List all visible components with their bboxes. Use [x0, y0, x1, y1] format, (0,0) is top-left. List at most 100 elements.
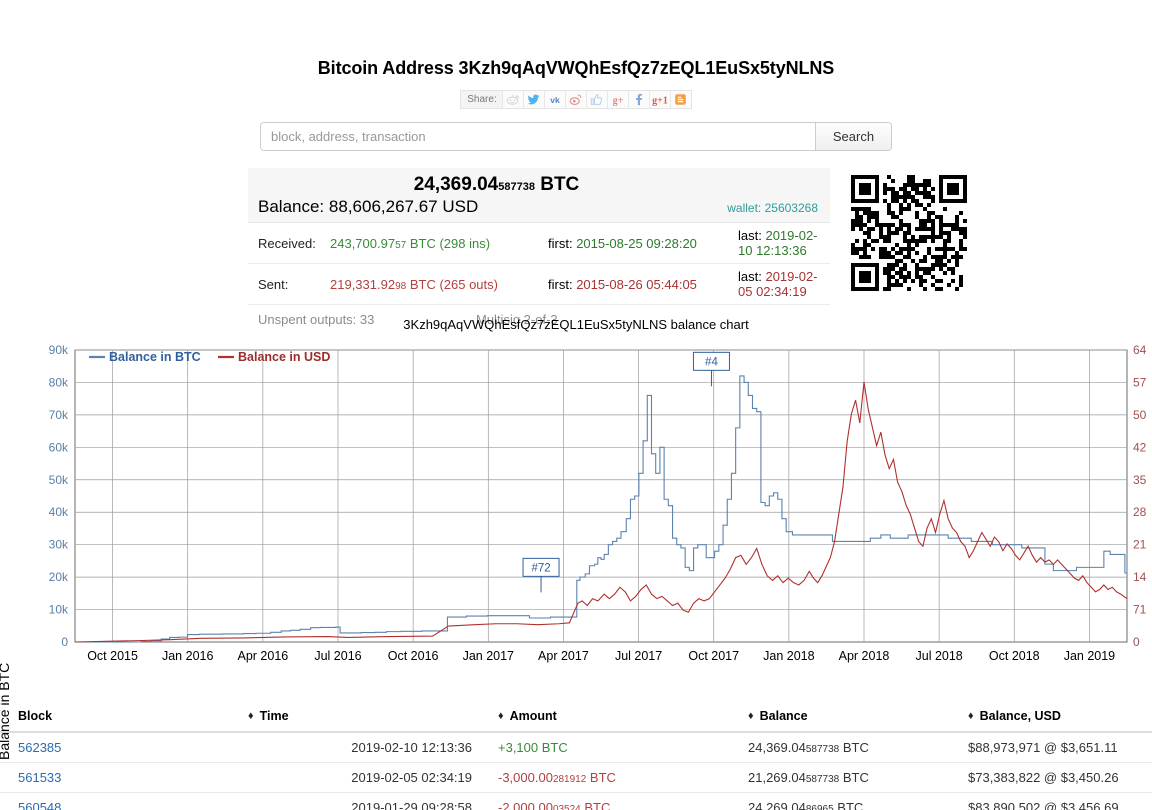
column-header-balance[interactable]: ♦ Balance — [730, 705, 950, 733]
block-link[interactable]: 561533 — [18, 770, 62, 785]
balance-chart: Balance in BTC 0 10k 20k 30k 40k 50k 60k 70k 80k… — [0, 340, 1152, 760]
svg-text:64: 64 — [1133, 343, 1147, 357]
svg-text:50: 50 — [1133, 408, 1147, 422]
balance-btc-main: 24,369.04 — [413, 174, 499, 195]
svg-text:Oct 2016: Oct 2016 — [388, 649, 439, 663]
svg-text:Jan 2018: Jan 2018 — [763, 649, 814, 663]
cell-balance: 24,269.0486965 BTC — [730, 792, 950, 810]
balance-label: Balance: — [258, 197, 325, 216]
share-row: Share: vk g+ g+1 — [0, 90, 1152, 109]
svg-text:28: 28 — [1133, 505, 1147, 519]
table-header-row: Block ♦ Time ♦ Amount ♦ Balance ♦ Balance, U… — [0, 705, 1152, 733]
sort-icon[interactable]: ♦ — [498, 709, 504, 722]
svg-text:#4: #4 — [705, 356, 718, 368]
facebook-share-icon[interactable] — [627, 91, 649, 108]
blogger-share-icon[interactable] — [669, 91, 691, 108]
table-row: 560548 2019-01-29 09:28:58 -2,000.0003524 … — [0, 792, 1152, 810]
svg-text:Balance in USD: Balance in USD — [238, 350, 330, 364]
balance-usd-value: 88,606,267.67 USD — [328, 197, 479, 216]
balance-btc: 24,369.04587738 BTC — [173, 174, 820, 196]
svg-text:g+1: g+1 — [652, 95, 668, 106]
multisig-info: Multisig 2-of-3 — [476, 312, 558, 327]
summary-footer: Unspent outputs: 33 Multisig 2-of-3 — [248, 305, 830, 327]
google-plusone-icon[interactable]: g+1 — [648, 91, 670, 108]
svg-text:Jul 2018: Jul 2018 — [916, 649, 963, 663]
cell-block: 560548 — [0, 792, 230, 810]
svg-text:10k: 10k — [49, 603, 69, 617]
search-input[interactable] — [261, 123, 815, 150]
twitter-share-icon[interactable] — [522, 91, 544, 108]
cell-block: 562385 — [0, 732, 230, 763]
received-row: Received: 243,700.9757 BTC (298 ins) fir… — [248, 223, 830, 264]
received-last: last: 2019-02-10 12:13:36 — [738, 228, 818, 258]
sent-first: first: 2015-08-26 05:44:05 — [548, 276, 697, 292]
svg-text:30k: 30k — [49, 538, 69, 552]
share-box: Share: vk g+ g+1 — [460, 90, 692, 109]
svg-text:Jan 2019: Jan 2019 — [1064, 649, 1115, 663]
column-header-block[interactable]: Block — [0, 705, 230, 733]
svg-text:0: 0 — [61, 635, 68, 649]
weibo-share-icon[interactable] — [564, 91, 586, 108]
facebook-like-icon[interactable] — [585, 91, 607, 108]
sent-amount: 219,331.9298 BTC (265 outs) — [330, 276, 498, 292]
sort-icon[interactable]: ♦ — [248, 709, 254, 722]
share-label: Share: — [467, 94, 497, 105]
svg-text:57: 57 — [1133, 375, 1147, 389]
sent-label: Sent: — [258, 276, 289, 292]
balance-btc-sub: 587738 — [498, 181, 535, 193]
cell-time: 2019-02-05 02:34:19 — [230, 762, 480, 793]
reddit-share-icon[interactable] — [501, 91, 523, 108]
vk-share-icon[interactable]: vk — [543, 91, 565, 108]
qr-code — [851, 175, 967, 291]
received-first: first: 2015-08-25 09:28:20 — [548, 235, 697, 251]
wallet-link[interactable]: wallet: 25603268 — [727, 201, 818, 215]
unspent-outputs: Unspent outputs: 33 — [258, 312, 375, 327]
search-button[interactable]: Search — [815, 123, 891, 150]
cell-balance-usd: $73,383,822 @ $3,450.26 — [950, 762, 1152, 793]
column-header-time[interactable]: ♦ Time — [230, 705, 480, 733]
svg-text:Apr 2018: Apr 2018 — [839, 649, 890, 663]
block-link[interactable]: 560548 — [18, 800, 62, 810]
svg-text:80k: 80k — [49, 375, 69, 389]
cell-time: 2019-01-29 09:28:58 — [230, 792, 480, 810]
svg-text:0: 0 — [1133, 635, 1140, 649]
svg-text:14: 14 — [1133, 570, 1147, 584]
balance-btc-unit: BTC — [540, 174, 580, 195]
svg-text:Oct 2015: Oct 2015 — [87, 649, 138, 663]
svg-text:40k: 40k — [49, 505, 69, 519]
search-row: Search — [0, 122, 1152, 151]
svg-text:70k: 70k — [49, 408, 69, 422]
cell-balance: 21,269.04587738 BTC — [730, 762, 950, 793]
svg-text:Jan 2016: Jan 2016 — [162, 649, 213, 663]
svg-text:Jan 2017: Jan 2017 — [463, 649, 514, 663]
svg-text:vk: vk — [550, 95, 560, 105]
svg-text:60k: 60k — [49, 440, 69, 454]
sort-icon[interactable]: ♦ — [968, 709, 974, 722]
cell-balance: 24,369.04587738 BTC — [730, 732, 950, 763]
column-header-amount[interactable]: ♦ Amount — [480, 705, 730, 733]
svg-text:#72: #72 — [531, 562, 550, 574]
svg-text:90k: 90k — [49, 343, 69, 357]
sort-icon[interactable]: ♦ — [748, 709, 754, 722]
google-plus-share-icon[interactable]: g+ — [606, 91, 628, 108]
cell-time: 2019-02-10 12:13:36 — [230, 732, 480, 763]
cell-block: 561533 — [0, 762, 230, 793]
column-header-balance-usd[interactable]: ♦ Balance, USD — [950, 705, 1152, 733]
received-amount: 243,700.9757 BTC (298 ins) — [330, 235, 491, 251]
table-row: 562385 2019-02-10 12:13:36 +3,100 BTC 24,36… — [0, 732, 1152, 763]
balance-usd-row: Balance: 88,606,267.67 USD — [258, 197, 820, 217]
svg-text:21: 21 — [1133, 538, 1147, 552]
svg-text:Balance in BTC: Balance in BTC — [109, 350, 201, 364]
search-bar: Search — [260, 122, 892, 151]
cell-amount: -2,000.0003524 BTC — [480, 792, 730, 810]
sent-row: Sent: 219,331.9298 BTC (265 outs) first:… — [248, 264, 830, 305]
sent-last: last: 2019-02-05 02:34:19 — [738, 269, 818, 299]
svg-text:42: 42 — [1133, 440, 1147, 454]
cell-balance-usd: $83,890,502 @ $3,456.69 — [950, 792, 1152, 810]
block-link[interactable]: 562385 — [18, 740, 62, 755]
svg-text:Jul 2017: Jul 2017 — [615, 649, 662, 663]
cell-amount: -3,000.00281912 BTC — [480, 762, 730, 793]
page-title: Bitcoin Address 3Kzh9qAqVWQhEsfQz7zEQL1E… — [317, 58, 835, 78]
address-summary: 24,369.04587738 BTC Balance: 88,606,267.… — [248, 168, 830, 327]
